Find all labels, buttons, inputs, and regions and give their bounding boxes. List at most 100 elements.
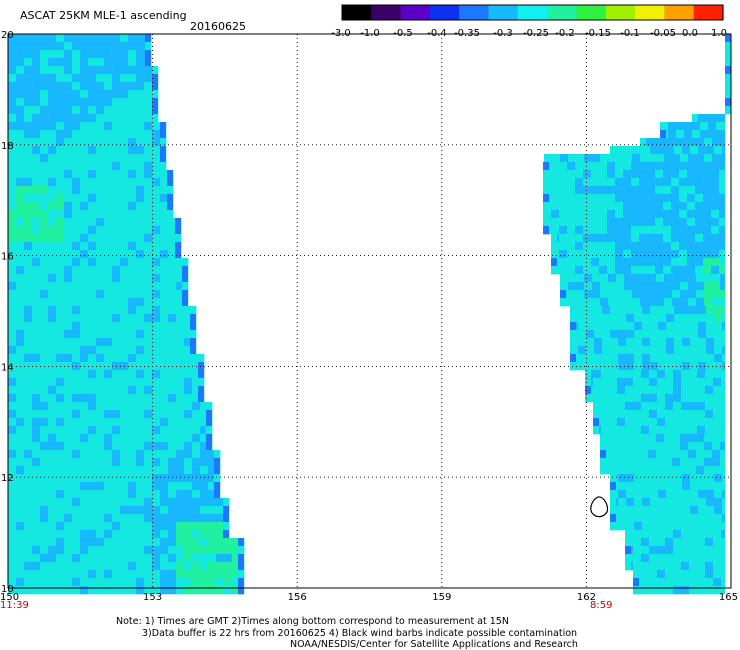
- swath-cell: [712, 154, 721, 163]
- swath-cell: [650, 482, 659, 491]
- swath-cell: [703, 250, 712, 259]
- swath-cell: [136, 170, 145, 179]
- swath-cell: [24, 258, 33, 267]
- swath-cell: [609, 386, 618, 395]
- swath-cell: [64, 434, 73, 443]
- swath-cell: [567, 186, 576, 195]
- swath-cell: [591, 210, 600, 219]
- swath-cell: [8, 170, 17, 179]
- swath-edge-cell: [160, 146, 166, 155]
- swath-cell: [679, 258, 688, 267]
- swath-cell: [96, 506, 105, 515]
- swath-cell: [24, 434, 33, 443]
- swath-cell: [24, 354, 33, 363]
- swath-cell: [610, 322, 619, 331]
- swath-cell: [176, 378, 185, 387]
- swath-cell: [722, 338, 726, 347]
- swath-cell: [578, 330, 587, 339]
- swath-cell: [640, 466, 649, 475]
- swath-cell: [16, 250, 25, 259]
- swath-cell: [48, 394, 57, 403]
- swath-cell: [208, 562, 217, 571]
- swath-cell: [697, 586, 706, 595]
- swath-cell: [88, 266, 97, 275]
- swath-edge-cell: [206, 402, 212, 411]
- swath-cell: [706, 346, 715, 355]
- swath-cell: [112, 570, 121, 579]
- swath-cell: [671, 242, 680, 251]
- swath-cell: [200, 554, 209, 563]
- swath-cell: [713, 530, 722, 539]
- swath-cell: [672, 274, 681, 283]
- swath-cell: [688, 442, 697, 451]
- swath-cell: [559, 250, 568, 259]
- swath-cell: [88, 490, 97, 499]
- swath-cell: [56, 578, 65, 587]
- swath-cell: [648, 466, 657, 475]
- swath-cell: [80, 250, 89, 259]
- swath-cell: [136, 490, 145, 499]
- swath-cell: [112, 586, 121, 595]
- swath-cell: [104, 482, 113, 491]
- swath-edge-cell: [175, 250, 181, 259]
- swath-cell: [184, 330, 193, 339]
- swath-cell: [16, 498, 25, 507]
- swath-cell: [695, 162, 704, 171]
- swath-cell: [160, 466, 169, 475]
- swath-cell: [64, 202, 73, 211]
- swath-cell: [706, 482, 715, 491]
- swath-cell: [136, 314, 145, 323]
- swath-cell: [56, 34, 65, 43]
- swath-cell: [657, 530, 666, 539]
- swath-cell: [711, 258, 720, 267]
- swath-edge-cell: [625, 530, 631, 539]
- swath-cell: [72, 154, 81, 163]
- swath-cell: [48, 410, 57, 419]
- swath-cell: [690, 490, 699, 499]
- swath-cell: [631, 202, 640, 211]
- swath-cell: [32, 338, 41, 347]
- swath-cell: [112, 58, 121, 67]
- swath-cell: [594, 314, 603, 323]
- swath-cell: [696, 274, 705, 283]
- swath-cell: [656, 466, 665, 475]
- swath-cell: [647, 242, 656, 251]
- swath-cell: [655, 194, 664, 203]
- swath-cell: [617, 378, 626, 387]
- swath-cell: [649, 410, 658, 419]
- swath-cell: [8, 66, 17, 75]
- swath-cell: [104, 154, 113, 163]
- swath-edge-cell: [167, 194, 173, 203]
- swath-cell: [618, 474, 627, 483]
- swath-cell: [706, 474, 715, 483]
- swath-cell: [96, 34, 105, 43]
- swath-cell: [705, 426, 714, 435]
- swath-cell: [64, 146, 73, 155]
- swath-cell: [88, 226, 97, 235]
- swath-cell: [64, 298, 73, 307]
- swath-cell: [617, 410, 626, 419]
- swath-cell: [24, 458, 33, 467]
- swath-cell: [602, 306, 611, 315]
- swath-cell: [40, 290, 49, 299]
- swath-cell: [674, 490, 683, 499]
- swath-cell: [633, 402, 642, 411]
- swath-cell: [152, 258, 161, 267]
- swath-cell: [40, 74, 49, 83]
- swath-cell: [656, 298, 665, 307]
- map-frame: [7, 33, 732, 589]
- swath-cell: [152, 530, 161, 539]
- swath-cell: [192, 522, 201, 531]
- swath-cell: [680, 154, 689, 163]
- swath-cell: [72, 546, 81, 555]
- swath-cell: [632, 450, 641, 459]
- swath-cell: [136, 538, 145, 547]
- swath-cell: [599, 202, 608, 211]
- swath-cell: [40, 66, 49, 75]
- swath-cell: [192, 586, 201, 595]
- swath-cell: [168, 354, 177, 363]
- swath-cell: [720, 282, 726, 291]
- swath-cell: [720, 138, 726, 147]
- swath-cell: [48, 82, 57, 91]
- swath-cell: [104, 346, 113, 355]
